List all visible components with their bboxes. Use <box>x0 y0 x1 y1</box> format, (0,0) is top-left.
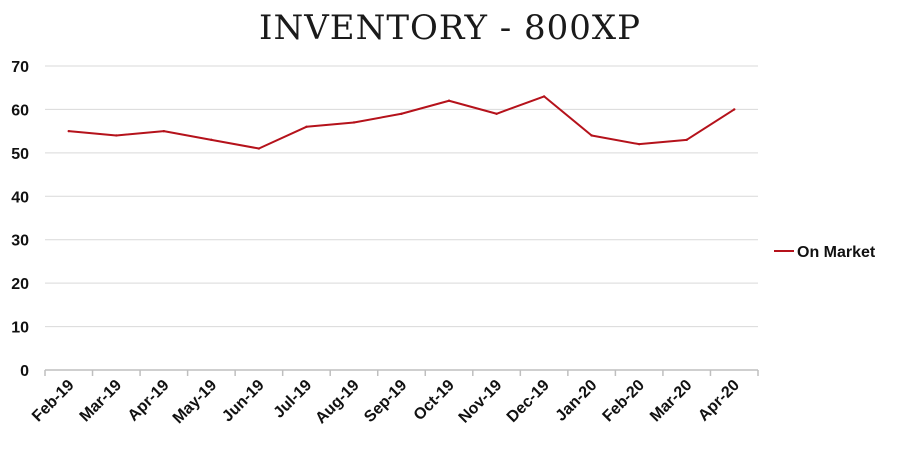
series-layer <box>67 95 736 150</box>
data-point <box>210 138 213 142</box>
x-tick-label: Nov-19 <box>456 377 506 427</box>
x-tick-label: Dec-19 <box>504 377 553 426</box>
y-tick-label: 70 <box>11 59 29 76</box>
legend: On Market <box>774 244 876 261</box>
legend-label: On Market <box>797 244 876 261</box>
y-axis: 0 10 20 30 40 50 60 70 <box>11 59 29 380</box>
x-tick-label: Mar-20 <box>647 377 696 426</box>
data-point <box>590 134 593 137</box>
data-point <box>67 129 70 133</box>
data-point <box>637 142 641 146</box>
data-point <box>352 121 356 124</box>
y-tick-label: 40 <box>11 189 29 206</box>
data-point <box>733 108 736 111</box>
data-point <box>685 138 688 142</box>
x-tick-label: Jul-19 <box>271 377 316 422</box>
data-point <box>115 134 118 137</box>
gridlines <box>45 65 758 328</box>
y-tick-label: 10 <box>11 320 29 337</box>
x-tick-label: Apr-20 <box>695 377 743 425</box>
chart-title: INVENTORY - 800XP <box>259 8 641 48</box>
y-tick-label: 30 <box>11 233 29 250</box>
x-tick-label: Aug-19 <box>312 377 362 427</box>
data-point <box>542 95 546 98</box>
data-point <box>400 112 403 115</box>
data-point <box>447 99 451 102</box>
y-tick-label: 60 <box>11 102 29 119</box>
x-tick-label: Mar-19 <box>77 377 126 426</box>
x-tick-label: Feb-20 <box>600 377 649 426</box>
x-tick-label: Jan-20 <box>553 377 601 425</box>
y-tick-label: 0 <box>20 363 29 380</box>
y-tick-label: 20 <box>11 276 29 293</box>
x-tick-label: May-19 <box>170 377 220 427</box>
y-tick-label: 50 <box>11 146 29 163</box>
series-line-on-market <box>67 95 736 150</box>
data-point <box>162 129 166 133</box>
x-tick-label: Apr-19 <box>125 377 173 425</box>
data-point <box>495 112 498 115</box>
x-tick-label: Oct-19 <box>411 377 458 424</box>
data-point <box>257 147 261 150</box>
x-tick-label: Sep-19 <box>361 377 410 426</box>
x-tick-label: Feb-19 <box>29 377 78 426</box>
x-tick-label: Jun-19 <box>219 377 268 426</box>
data-point <box>305 125 308 128</box>
